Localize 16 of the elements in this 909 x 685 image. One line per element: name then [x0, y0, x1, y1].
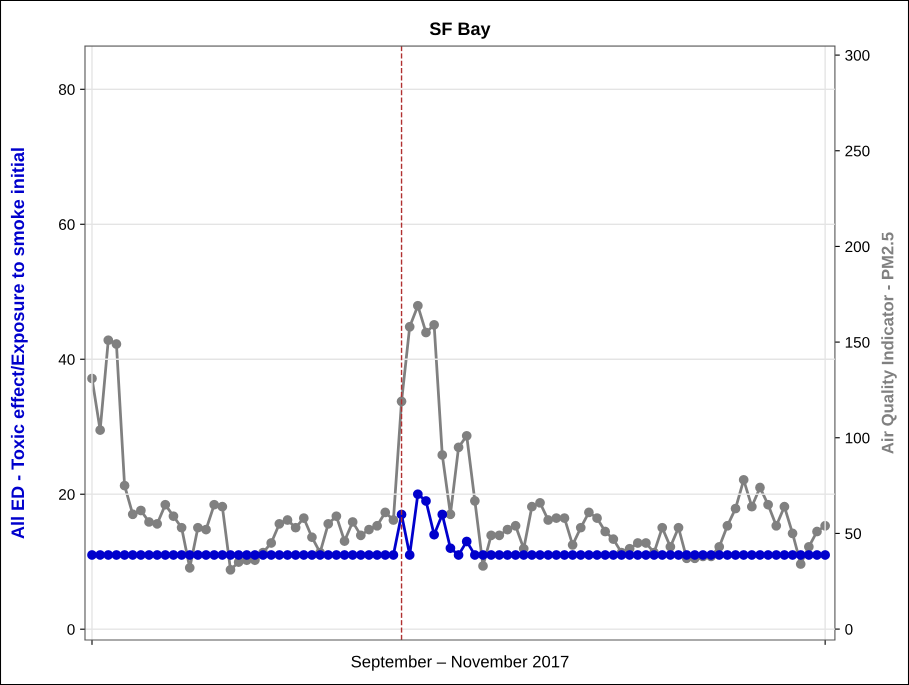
y-tick-label: 20	[59, 489, 75, 500]
y-tick-label: 0	[67, 624, 75, 635]
y-axis-title: All ED - Toxic effect/Exposure to smoke initial	[10, 148, 28, 539]
y-tick-label: 60	[59, 219, 75, 230]
y-tick-label: 80	[58, 84, 75, 95]
y2-tick-label: 250	[845, 146, 870, 156]
y2-tick-label: 100	[846, 432, 870, 444]
y2-tick-label: 150	[846, 336, 870, 348]
y2-tick-label: 50	[845, 528, 862, 540]
y2-tick-label: 200	[845, 241, 870, 252]
y-tick-label: 40	[58, 354, 75, 365]
x-axis-title: September – November 2017	[351, 655, 568, 671]
y2-axis-title: Air Quality Indicator - PM2.5	[881, 232, 897, 454]
y2-tick-label: 300	[845, 50, 870, 61]
y2-tick-label: 0	[845, 624, 853, 635]
chart-title: SF Bay	[430, 22, 490, 39]
